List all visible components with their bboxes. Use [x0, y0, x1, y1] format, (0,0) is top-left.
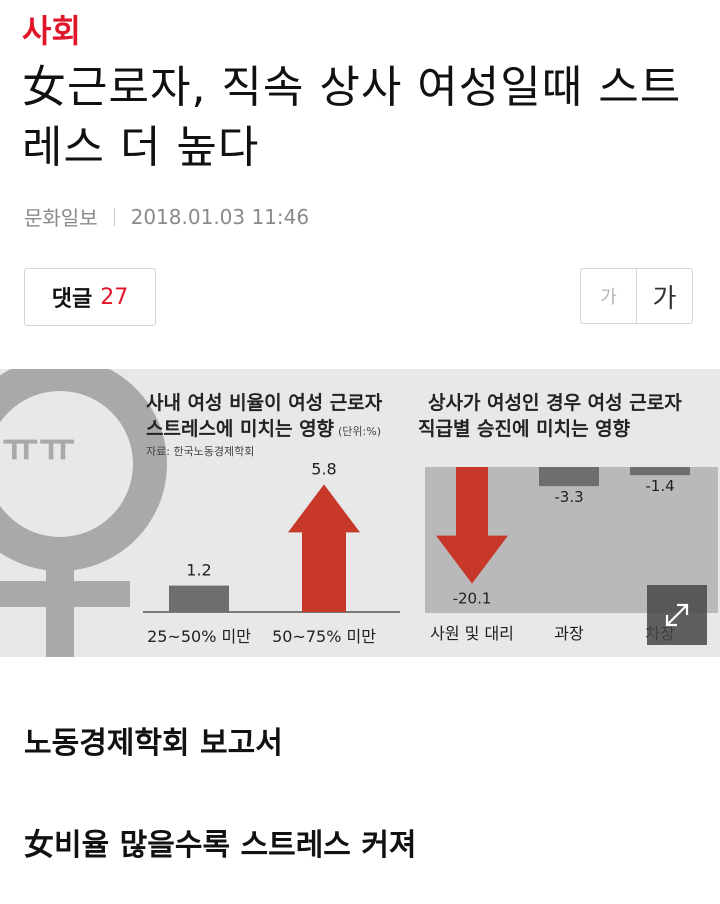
meta-divider [113, 207, 115, 226]
right-bar-value-1: -3.3 [554, 488, 583, 506]
comments-label: 댓글 [51, 287, 93, 312]
right-bar-category-1: 과장 [554, 624, 584, 643]
subheading-2: 女비율 많을수록 스트레스 커져 [24, 828, 417, 863]
svg-text:ㅠㅠ: ㅠㅠ [2, 425, 76, 471]
left-arrow-bar-1 [288, 484, 360, 612]
right-chart-title-2: 직급별 승진에 미치는 영향 [418, 418, 631, 440]
section-label[interactable]: 사회 [22, 12, 81, 50]
right-bar-value-2: -1.4 [645, 477, 674, 495]
left-chart-title-2: 스트레스에 미치는 영향 [146, 418, 335, 440]
expand-icon [665, 603, 689, 627]
article-figure[interactable]: ㅠㅠ 사내 여성 비율이 여성 근로자 스트레스에 미치는 영향 (단위:%) … [0, 369, 720, 657]
right-arrow-bar-0 [436, 467, 508, 584]
font-size-small-button[interactable]: 가 [581, 269, 637, 323]
article-headline: 女근로자, 직속 상사 여성일때 스트레스 더 높다 [22, 62, 682, 173]
right-bar-2 [630, 467, 690, 476]
left-bar-value-1: 5.8 [311, 459, 336, 478]
left-bar-category-0: 25~50% 미만 [147, 627, 251, 646]
female-symbol-icon: ㅠㅠ [0, 369, 167, 657]
publish-datetime: 2018.01.03 11:46 [130, 204, 310, 229]
left-chart: 1.2 25~50% 미만 5.8 50~75% 미만 [147, 459, 376, 646]
article-meta: 문화일보 2018.01.03 11:46 [24, 202, 309, 231]
font-size-large-button[interactable]: 가 [652, 283, 677, 314]
expand-image-button[interactable] [647, 585, 707, 645]
right-bar-value-0: -20.1 [453, 590, 492, 608]
left-bar-value-0: 1.2 [186, 561, 211, 580]
left-bar-category-1: 50~75% 미만 [272, 627, 376, 646]
subheading-1: 노동경제학회 보고서 [24, 726, 283, 761]
infographic: ㅠㅠ 사내 여성 비율이 여성 근로자 스트레스에 미치는 영향 (단위:%) … [0, 369, 718, 657]
right-chart: -20.1사원 및 대리-3.3과장-1.4차장 [430, 467, 690, 643]
source-name[interactable]: 문화일보 [24, 206, 98, 230]
right-bar-1 [539, 467, 599, 487]
right-chart-title-1: 상사가 여성인 경우 여성 근로자 [428, 392, 682, 414]
left-chart-source: 자료: 한국노동경제학회 [146, 445, 254, 458]
right-bar-category-0: 사원 및 대리 [430, 624, 514, 643]
font-size-control: 가 가 [580, 268, 693, 324]
left-chart-unit: (단위:%) [338, 425, 381, 438]
left-bar-0 [169, 585, 229, 612]
left-chart-title-1: 사내 여성 비율이 여성 근로자 [146, 392, 383, 414]
comments-button[interactable]: 댓글 27 [24, 268, 156, 326]
comments-count: 27 [100, 284, 129, 310]
